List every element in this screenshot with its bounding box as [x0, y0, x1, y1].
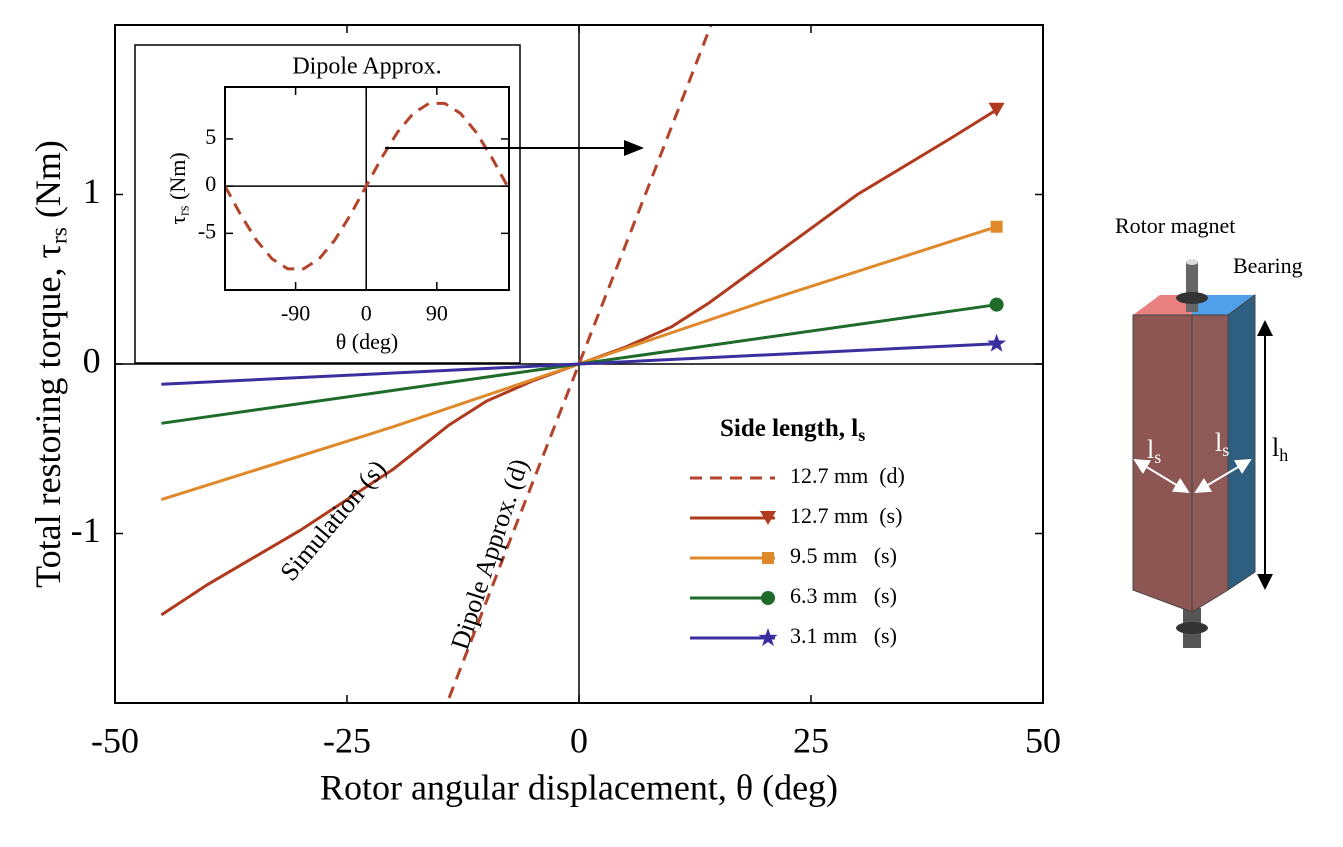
- x-tick-label: 0: [570, 721, 588, 761]
- label: Bearing: [1233, 253, 1303, 278]
- series-group: [225, 101, 509, 271]
- x-tick-label: 50: [1025, 721, 1061, 761]
- front-face: [1191, 314, 1229, 613]
- marker: [989, 297, 1004, 312]
- top-face: [1192, 295, 1255, 315]
- legend-title: Side length, ls: [720, 415, 865, 445]
- marker: [758, 628, 778, 647]
- x-tick-label: 25: [793, 721, 829, 761]
- marker: [760, 511, 776, 525]
- y-tick-label: 1: [83, 171, 101, 211]
- dim-arrow: [1194, 458, 1252, 494]
- label: Rotor magnet: [1115, 213, 1235, 238]
- axes-frame: [114, 24, 1044, 704]
- dim-arrow: [1133, 458, 1190, 494]
- bearing: [1176, 622, 1208, 634]
- y-tick-label: 0: [83, 340, 101, 380]
- x-tick-label: -50: [91, 721, 139, 761]
- y-tick-label: 0: [205, 171, 216, 196]
- legend: Side length, ls 12.7 mm (d) 12.7 mm (s) 9.…: [690, 415, 905, 648]
- chart-title: Dipole Approx.: [292, 54, 441, 80]
- x-tick-label: -90: [281, 300, 310, 325]
- marker: [988, 102, 1005, 117]
- y-tick-label: -5: [198, 218, 216, 243]
- y-tick-label: -1: [71, 510, 101, 550]
- legend-label: 12.7 mm (d): [790, 463, 905, 488]
- marker-group: [989, 297, 1004, 312]
- series-group: [160, 25, 998, 699]
- plot-area: [225, 87, 509, 290]
- dim-label: ls: [1215, 428, 1229, 460]
- bearing: [1176, 292, 1208, 304]
- marker: [762, 552, 774, 564]
- x-tick-label: -25: [323, 721, 371, 761]
- shaft: [1186, 262, 1198, 312]
- marker: [987, 333, 1007, 352]
- y-tick-label: 5: [205, 124, 216, 149]
- marker: [990, 220, 1003, 233]
- inset-plot: -90 0 90 -5 0 5 θ (deg) τrs (Nm) Dipole Approx.: [134, 44, 521, 364]
- marker-group: [990, 220, 1003, 233]
- axes-frame: [224, 86, 510, 291]
- legend-label: 9.5 mm (s): [790, 543, 897, 568]
- series-line: [225, 101, 509, 271]
- y-axis-label: τrs (Nm): [165, 152, 193, 224]
- marker-group: [987, 333, 1007, 352]
- marker: [761, 591, 775, 605]
- marker-group: [988, 102, 1005, 117]
- x-tick-label: 90: [426, 300, 448, 325]
- legend-label: 12.7 mm (s): [790, 503, 902, 528]
- dim-label: lh: [1272, 433, 1288, 465]
- legend-label: 6.3 mm (s): [790, 583, 897, 608]
- x-tick-label: 0: [361, 300, 372, 325]
- legend-label: 3.1 mm (s): [790, 623, 897, 648]
- dim-label: ls: [1147, 435, 1161, 467]
- series-line: [161, 342, 997, 386]
- rotor-diagram: Rotor magnet Bearing ls ls lh: [1115, 213, 1303, 648]
- shaft-tip: [1186, 259, 1198, 265]
- side-face: [1227, 294, 1256, 591]
- x-axis-label: θ (deg): [336, 329, 398, 354]
- y-axis-label: Total restoring torque, τrs (Nm): [28, 140, 72, 588]
- x-axis-label: Rotor angular displacement, θ (deg): [320, 767, 838, 807]
